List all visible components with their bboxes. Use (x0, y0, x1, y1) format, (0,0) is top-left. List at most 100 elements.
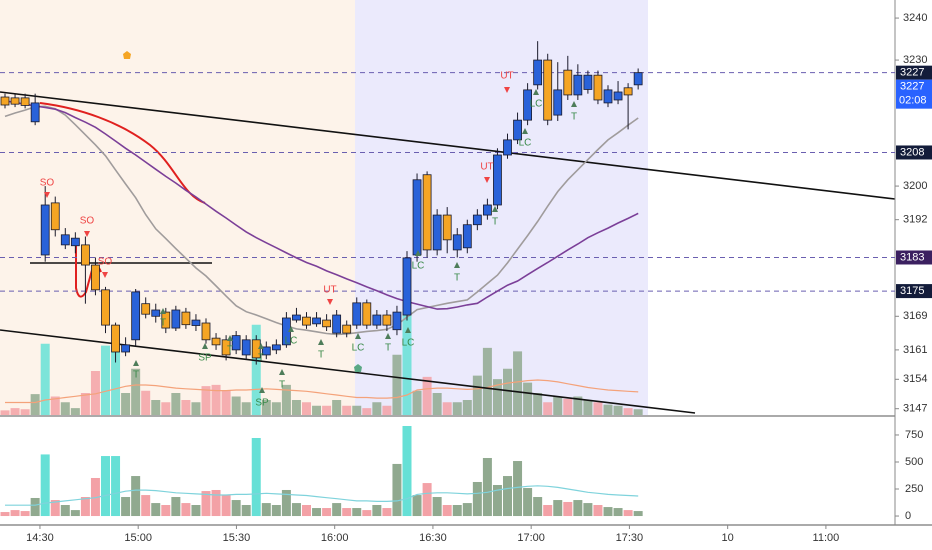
signal-marker (484, 177, 490, 183)
candle-body (563, 69, 573, 96)
volume-overlay-bar (362, 408, 372, 415)
level-box (896, 250, 932, 265)
signal-label: SO (40, 178, 55, 189)
x-tick-label: 16:30 (419, 532, 447, 544)
volume-bar (422, 483, 432, 517)
volume-bar (201, 491, 211, 517)
signal-marker (133, 360, 139, 366)
volume-bar (533, 497, 543, 517)
level-box (896, 65, 932, 80)
level-box (896, 145, 932, 160)
candle-body (613, 91, 623, 101)
signal-marker (258, 343, 264, 349)
volume-bar (161, 505, 171, 517)
volume-bar (312, 508, 322, 517)
signal-label: T (571, 112, 577, 123)
volume-bar (291, 503, 301, 517)
volume-y-tick-label: 0 (905, 510, 911, 522)
candle-body (442, 214, 452, 241)
volume-overlay-bar (352, 405, 362, 415)
signal-label: UT (500, 71, 513, 82)
candle-body (261, 346, 271, 356)
volume-overlay-bar (432, 393, 442, 415)
candle-body (583, 74, 593, 90)
signal-label: SO (80, 216, 95, 227)
volume-overlay-bar (412, 390, 422, 415)
volume-bar (151, 503, 161, 517)
volume-bar (613, 508, 623, 517)
volume-bar (352, 508, 362, 517)
candle-body (181, 311, 191, 326)
candle-body (91, 264, 100, 291)
volume-bar (633, 511, 643, 517)
volume-bar (573, 500, 583, 517)
marker (123, 51, 131, 59)
volume-bar (30, 497, 40, 517)
signal-label: T (318, 350, 324, 361)
signal-label: T (227, 345, 233, 356)
candle-body (131, 291, 141, 341)
marker (354, 364, 362, 372)
volume-overlay-bar (573, 396, 583, 415)
last-price-label: 3227 (900, 81, 924, 93)
signal-marker (415, 250, 421, 256)
volume-overlay-bar (191, 402, 201, 415)
signal-marker (454, 262, 460, 268)
candle-body (312, 317, 321, 325)
volume-bar (513, 461, 523, 517)
candle-body (271, 344, 281, 351)
volume-overlay-bar (30, 394, 40, 415)
candle-body (452, 234, 462, 251)
candle-body (493, 154, 502, 206)
volume-overlay-bar (543, 402, 553, 415)
signal-marker (288, 326, 294, 332)
signal-marker (533, 89, 539, 95)
y-tick-label: 3161 (903, 344, 927, 356)
volume-bar (121, 497, 131, 517)
session-background (355, 0, 648, 415)
candle-body (342, 324, 352, 334)
volume-bar (101, 456, 110, 517)
volume-bar (141, 495, 151, 517)
volume-overlay-bar (503, 368, 512, 415)
signal-label: LC (519, 138, 532, 149)
level-label: 3175 (900, 285, 924, 297)
y-tick-label: 3240 (903, 12, 927, 24)
signal-marker (492, 206, 498, 212)
signal-marker (385, 333, 391, 339)
volume-bar (281, 489, 291, 517)
candle-body (352, 302, 362, 326)
volume-bar (111, 456, 121, 517)
volume-overlay-bar (593, 402, 603, 415)
signal-label: T (454, 273, 460, 284)
volume-bar (60, 505, 70, 517)
candle-body (50, 202, 60, 231)
x-tick-label: 10 (722, 532, 734, 544)
candle-body (533, 59, 543, 86)
volume-overlay-bar (80, 393, 90, 415)
candle-body (593, 74, 603, 101)
volume-overlay-bar (372, 402, 382, 415)
candle-body (231, 335, 241, 351)
volume-bar (583, 503, 593, 517)
volume-bar (523, 488, 533, 517)
signal-label: SP (255, 398, 269, 409)
level-label: 3208 (900, 146, 924, 158)
volume-overlay-bar (251, 324, 261, 415)
signal-marker (571, 101, 577, 107)
volume-overlay-bar (312, 405, 322, 415)
signal-label: LC (530, 99, 543, 110)
candle-body (603, 89, 613, 104)
candle-body (422, 174, 432, 251)
volume-overlay-bar (0, 410, 10, 415)
volume-bar (432, 497, 442, 517)
candle-body (322, 319, 332, 328)
signal-marker (327, 299, 333, 305)
candle-body (211, 337, 221, 346)
volume-overlay-bar (181, 400, 191, 415)
signal-label: SP (198, 353, 212, 364)
candle-body (0, 96, 10, 106)
volume-overlay-bar (241, 402, 251, 415)
y-tick-label: 3192 (903, 214, 927, 226)
candle-body (513, 119, 522, 141)
